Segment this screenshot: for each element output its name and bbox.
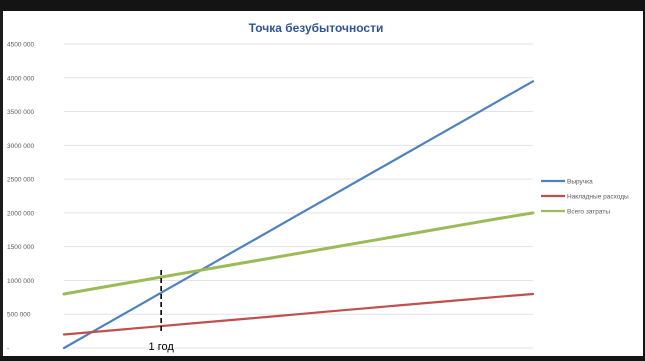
y-axis-labels: - 500 000 1000 000 1500 000 2000 000 2500 000… [7, 42, 34, 353]
y-tick-label: 2500 000 [7, 177, 34, 184]
window-edge [0, 11, 3, 356]
y-tick-label: 4000 000 [7, 75, 34, 82]
chart-panel: Точка безубыточности - 500 000 1000 000 150… [3, 11, 643, 356]
annotation-label: 1 год [149, 341, 175, 353]
y-tick-label: - [7, 346, 9, 353]
series-line [62, 211, 535, 296]
series-line [62, 80, 535, 350]
legend: Выручка Накладные расходы Всего затраты [541, 178, 629, 215]
year-annotation: 1 год [149, 270, 175, 353]
legend-label: Накладные расходы [567, 193, 629, 200]
y-tick-label: 4500 000 [7, 42, 34, 49]
y-tick-label: 3000 000 [7, 143, 34, 150]
series-lines [62, 80, 535, 350]
breakeven-chart: Точка безубыточности - 500 000 1000 000 150… [7, 21, 629, 353]
y-tick-label: 500 000 [7, 312, 31, 319]
legend-label: Выручка [567, 178, 593, 185]
y-tick-label: 2000 000 [7, 210, 34, 217]
y-tick-label: 1000 000 [7, 278, 34, 285]
legend-label: Всего затраты [567, 208, 610, 215]
gridlines [64, 43, 533, 349]
series-line [62, 292, 535, 336]
chart-title: Точка безубыточности [249, 21, 384, 35]
y-tick-label: 3500 000 [7, 109, 34, 116]
y-tick-label: 1500 000 [7, 244, 34, 251]
